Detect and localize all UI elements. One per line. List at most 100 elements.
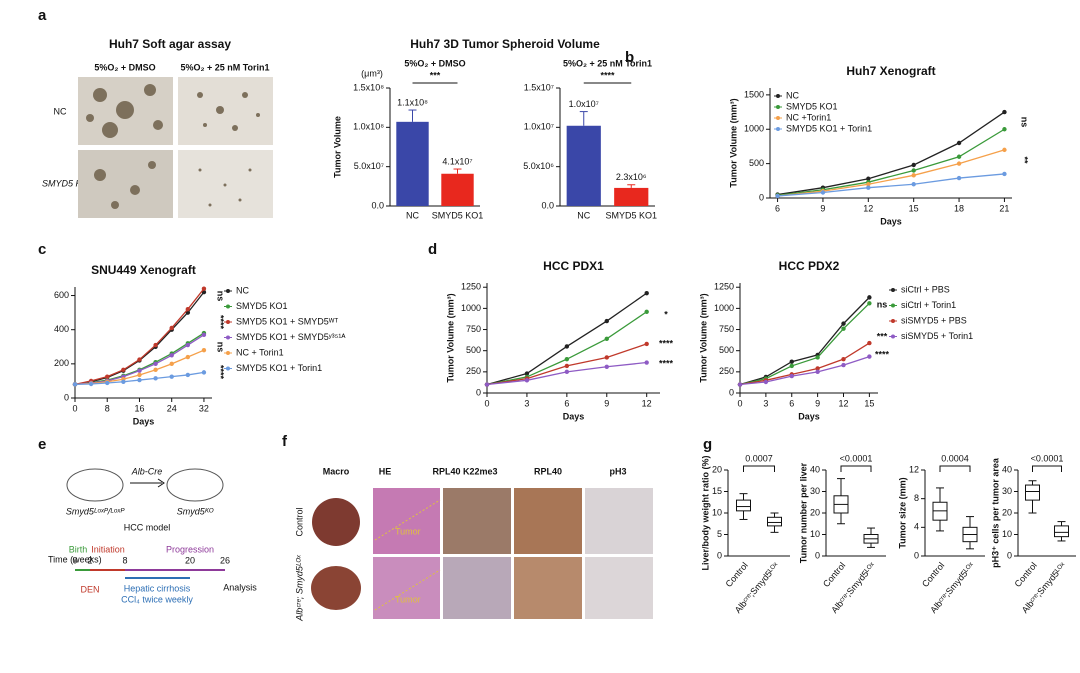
legend-swatch xyxy=(891,288,895,292)
bar xyxy=(566,125,601,206)
legend-swatch xyxy=(226,351,230,355)
point xyxy=(201,286,207,291)
y-axis-label: Liver/body weight ratio (%) xyxy=(700,455,710,570)
annotation: **** xyxy=(216,315,226,330)
x-tick-label: 24 xyxy=(167,403,177,413)
point xyxy=(789,359,794,364)
y-tick-label: 0.0 xyxy=(371,200,384,210)
point xyxy=(564,363,570,369)
treatment: CCl₄ twice weekly xyxy=(121,594,193,604)
y-tick-label: 400 xyxy=(54,324,69,334)
y-tick-label: 200 xyxy=(54,358,69,368)
point xyxy=(201,332,207,338)
point xyxy=(185,354,191,360)
y-tick-label: 30 xyxy=(810,486,820,496)
point xyxy=(775,193,780,199)
y-tick-label: 0 xyxy=(64,392,69,402)
y-tick-label: 250 xyxy=(719,366,734,376)
column-header: HE xyxy=(379,466,392,476)
week: 26 xyxy=(220,555,230,565)
panel-title: Huh7 3D Tumor Spheroid Volume xyxy=(410,37,600,51)
point xyxy=(604,336,609,342)
point xyxy=(841,326,846,331)
y-tick-label: 600 xyxy=(54,290,69,300)
legend-entry: siCtrl + PBS xyxy=(901,284,950,294)
point xyxy=(121,367,126,373)
y-axis-label: Tumor number per liver xyxy=(798,462,808,563)
y-tick-label: 500 xyxy=(749,158,764,168)
legend-swatch xyxy=(776,94,780,98)
annotation: ns xyxy=(1020,117,1030,128)
annotation: **** xyxy=(216,365,226,380)
significance: *** xyxy=(430,70,441,80)
mouse-label: Smyd5ᴷᴼ xyxy=(177,506,214,516)
panel-title: Huh7 Soft agar assay xyxy=(109,37,231,51)
y-tick-label: 20 xyxy=(712,464,722,474)
point xyxy=(815,366,820,371)
colonies xyxy=(86,84,260,209)
photo xyxy=(78,150,173,218)
point xyxy=(185,342,191,348)
point xyxy=(169,325,174,331)
legend-entry: siSMYD5 + Torin1 xyxy=(901,331,973,341)
y-tick-label: 0 xyxy=(717,550,722,560)
annotation: **** xyxy=(875,349,890,359)
point xyxy=(841,362,846,368)
y-tick-label: 20 xyxy=(1002,507,1012,517)
y-tick-label: 8 xyxy=(914,493,919,503)
legend-entry: SMYD5 KO1 + Torin1 xyxy=(236,363,322,373)
significance-bracket xyxy=(743,465,775,472)
point xyxy=(484,382,490,387)
legend-swatch xyxy=(891,334,895,339)
annotation: **** xyxy=(659,358,674,368)
x-tick-label: 18 xyxy=(954,203,964,213)
timeline xyxy=(75,569,225,579)
y-tick-label: 750 xyxy=(719,324,734,334)
y-tick-label: 1.5x10⁷ xyxy=(524,82,554,92)
annotation: *** xyxy=(877,331,888,341)
y-tick-label: 1000 xyxy=(714,303,734,313)
series-line xyxy=(777,128,1005,196)
point xyxy=(867,301,872,306)
bar xyxy=(614,187,649,206)
series-line xyxy=(739,355,870,386)
value-label: 2.3x10⁶ xyxy=(616,172,647,182)
phase: Progression xyxy=(166,544,214,554)
value-label: 1.0x10⁷ xyxy=(569,99,599,109)
y-tick-label: 10 xyxy=(712,507,722,517)
point xyxy=(153,376,158,381)
legend-swatch xyxy=(776,116,780,120)
annotation: * xyxy=(664,309,668,319)
y-tick-label: 4 xyxy=(914,522,919,532)
y-tick-label: 1500 xyxy=(744,89,764,99)
soft-agar-images xyxy=(78,77,273,218)
point xyxy=(841,356,846,362)
photo xyxy=(585,488,653,554)
treatment: DEN xyxy=(80,584,99,594)
point xyxy=(1002,171,1007,177)
column-header: 5%O₂ + DMSO xyxy=(94,62,155,72)
y-tick-label: 0 xyxy=(914,550,919,560)
x-tick-label: 8 xyxy=(105,403,110,413)
point xyxy=(911,173,916,178)
y-tick-label: 0 xyxy=(476,387,481,397)
y-axis-label: Tumor size (mm) xyxy=(897,477,907,548)
tumor-border xyxy=(374,569,441,611)
x-axis-label: Days xyxy=(880,216,902,226)
annotation: **** xyxy=(659,338,674,348)
point xyxy=(121,379,126,384)
point xyxy=(763,379,769,385)
legend-entry: siCtrl + Torin1 xyxy=(901,300,956,310)
point xyxy=(105,380,110,386)
y-tick-label: 12 xyxy=(909,464,919,474)
arrowhead xyxy=(157,478,165,488)
point xyxy=(1002,127,1007,132)
phase: Birth xyxy=(69,544,88,554)
y-tick-label: 1250 xyxy=(714,282,734,292)
point xyxy=(737,382,743,387)
legend-swatch xyxy=(891,303,895,308)
photo xyxy=(514,488,582,554)
point xyxy=(185,372,191,378)
point xyxy=(604,355,609,360)
